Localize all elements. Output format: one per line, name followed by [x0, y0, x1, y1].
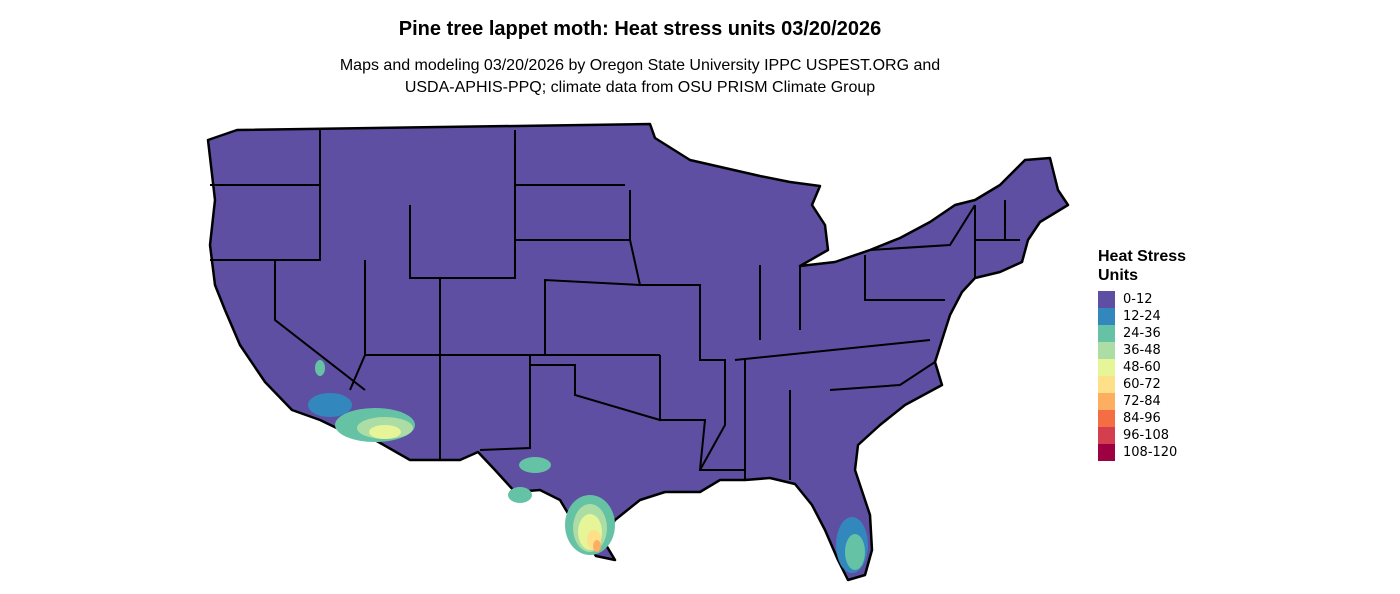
legend-swatch: [1098, 291, 1115, 308]
legend-label: 12-24: [1123, 309, 1161, 324]
legend-label: 108-120: [1123, 445, 1178, 460]
legend-label: 72-84: [1123, 394, 1161, 409]
legend-swatch: [1098, 342, 1115, 359]
legend-item: 24-36: [1098, 325, 1186, 342]
legend-item: 96-108: [1098, 427, 1186, 444]
subtitle-line-1: Maps and modeling 03/20/2026 by Oregon S…: [339, 57, 941, 74]
legend-swatch: [1098, 376, 1115, 393]
state-borders: [210, 130, 1020, 480]
legend-title: Heat Stress Units: [1098, 247, 1186, 285]
legend-item: 48-60: [1098, 359, 1186, 376]
legend-swatch: [1098, 359, 1115, 376]
legend-label: 36-48: [1123, 343, 1161, 358]
conus-base: [206, 122, 1070, 582]
legend-swatch: [1098, 308, 1115, 325]
legend-swatch: [1098, 410, 1115, 427]
legend-item: 84-96: [1098, 410, 1186, 427]
legend-swatch: [1098, 427, 1115, 444]
heat-patches: [308, 360, 868, 573]
legend-title-line-1: Heat Stress: [1098, 248, 1187, 265]
legend-item: 72-84: [1098, 393, 1186, 410]
map-subtitle: Maps and modeling 03/20/2026 by Oregon S…: [0, 55, 1280, 99]
legend-item: 0-12: [1098, 291, 1186, 308]
legend: Heat Stress Units 0-12 12-24 24-36 36-48 48-…: [1098, 247, 1186, 461]
subtitle-line-2: USDA-APHIS-PPQ; climate data from OSU PR…: [404, 79, 876, 96]
legend-item: 60-72: [1098, 376, 1186, 393]
legend-label: 24-36: [1123, 326, 1161, 341]
legend-items: 0-12 12-24 24-36 36-48 48-60 60-72 72-84 84-96 9…: [1098, 291, 1186, 461]
legend-item: 108-120: [1098, 444, 1186, 461]
legend-label: 96-108: [1123, 428, 1170, 443]
legend-label: 48-60: [1123, 360, 1161, 375]
legend-swatch: [1098, 444, 1115, 461]
legend-swatch: [1098, 393, 1115, 410]
legend-title-line-2: Units: [1098, 267, 1138, 284]
legend-label: 84-96: [1123, 411, 1161, 426]
legend-label: 0-12: [1123, 292, 1153, 307]
legend-item: 12-24: [1098, 308, 1186, 325]
legend-label: 60-72: [1123, 377, 1161, 392]
map-title: Pine tree lappet moth: Heat stress units…: [398, 18, 882, 40]
legend-item: 36-48: [1098, 342, 1186, 359]
legend-swatch: [1098, 325, 1115, 342]
